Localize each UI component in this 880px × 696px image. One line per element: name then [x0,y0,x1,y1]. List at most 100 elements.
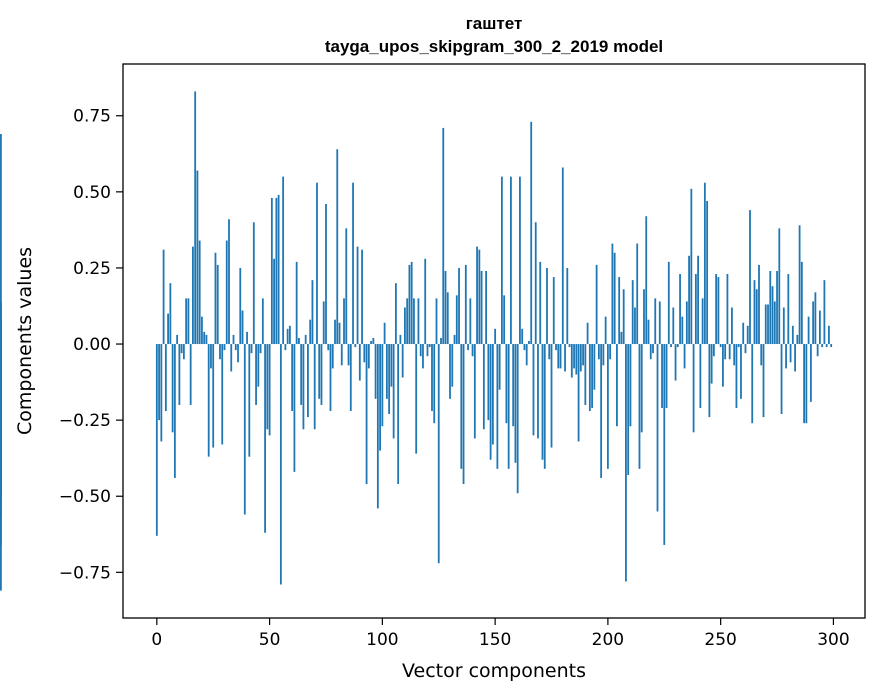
bar [458,267,460,345]
bar [525,344,528,366]
bar [275,197,278,345]
bar [219,344,221,360]
bar [611,243,614,345]
bar [634,307,636,345]
bar [185,298,188,345]
bar [460,344,463,469]
bar [724,344,727,360]
bar [291,344,294,412]
bar [343,298,345,345]
bar [645,216,648,345]
bar [706,200,709,345]
bar [733,344,736,366]
bar [769,270,772,345]
bar [426,344,429,357]
bar [609,344,612,360]
bar [234,344,237,351]
bar [491,344,494,445]
bar [561,167,564,345]
bar [670,344,672,348]
bar [694,274,697,345]
bar [555,344,557,351]
bar [424,258,427,345]
bar [173,344,176,478]
bar [500,176,503,345]
y-tick-label: 0.50 [73,183,111,203]
bar [293,344,296,472]
bar [530,121,533,345]
bar [753,280,756,345]
bar [701,298,704,345]
bar [830,344,833,348]
bar [476,246,478,345]
bar [737,344,740,348]
bar [807,316,810,345]
bar [243,344,246,515]
bar [507,344,510,469]
bar [347,344,350,366]
bar [728,344,731,360]
bar [180,344,183,354]
y-tick-label: −0.75 [59,563,111,583]
bar [620,331,623,345]
bar [480,270,483,345]
bar [809,344,812,402]
bar [435,298,438,345]
bar [223,344,226,351]
bar [345,228,348,345]
bar [818,310,821,345]
bar [548,344,551,360]
bar [340,344,343,366]
bar [288,325,291,345]
bar [225,240,228,345]
bar [654,298,657,345]
bar [201,316,203,345]
bar [0,304,2,345]
bar [453,334,456,345]
bar [325,204,327,345]
bar [300,344,303,405]
bar [803,344,805,424]
bar [322,301,325,345]
bar [419,344,422,357]
bar [221,344,224,445]
bar [298,337,300,345]
x-tick-label: 100 [366,630,398,650]
bar [162,249,165,345]
bar [512,344,515,427]
bar [744,344,747,354]
bar [663,344,666,545]
bar [279,344,282,585]
bar [169,283,172,345]
bar [559,344,562,369]
bar [192,246,194,345]
bar [823,280,826,345]
y-tick-label: 0.00 [73,335,111,355]
bar [320,344,323,405]
x-axis: 0 50 100 150 200 250 300 [151,618,850,650]
bar [196,170,199,345]
bar [579,344,582,372]
bar [672,307,675,345]
bar [356,246,359,345]
bar [780,344,783,415]
bar [270,197,273,345]
bar [352,182,354,345]
bar [537,344,539,439]
bar [241,310,244,345]
bar [539,261,542,345]
bar [787,274,790,345]
bar [431,344,433,412]
bar [171,344,174,433]
bar [273,258,275,345]
bar [683,344,686,369]
bar [354,344,357,348]
bar [586,322,589,345]
bar [541,344,544,460]
bar [494,328,497,345]
bar [410,261,413,345]
bar [575,344,578,375]
bar [210,344,212,369]
bar [388,344,391,415]
bar [767,304,769,345]
